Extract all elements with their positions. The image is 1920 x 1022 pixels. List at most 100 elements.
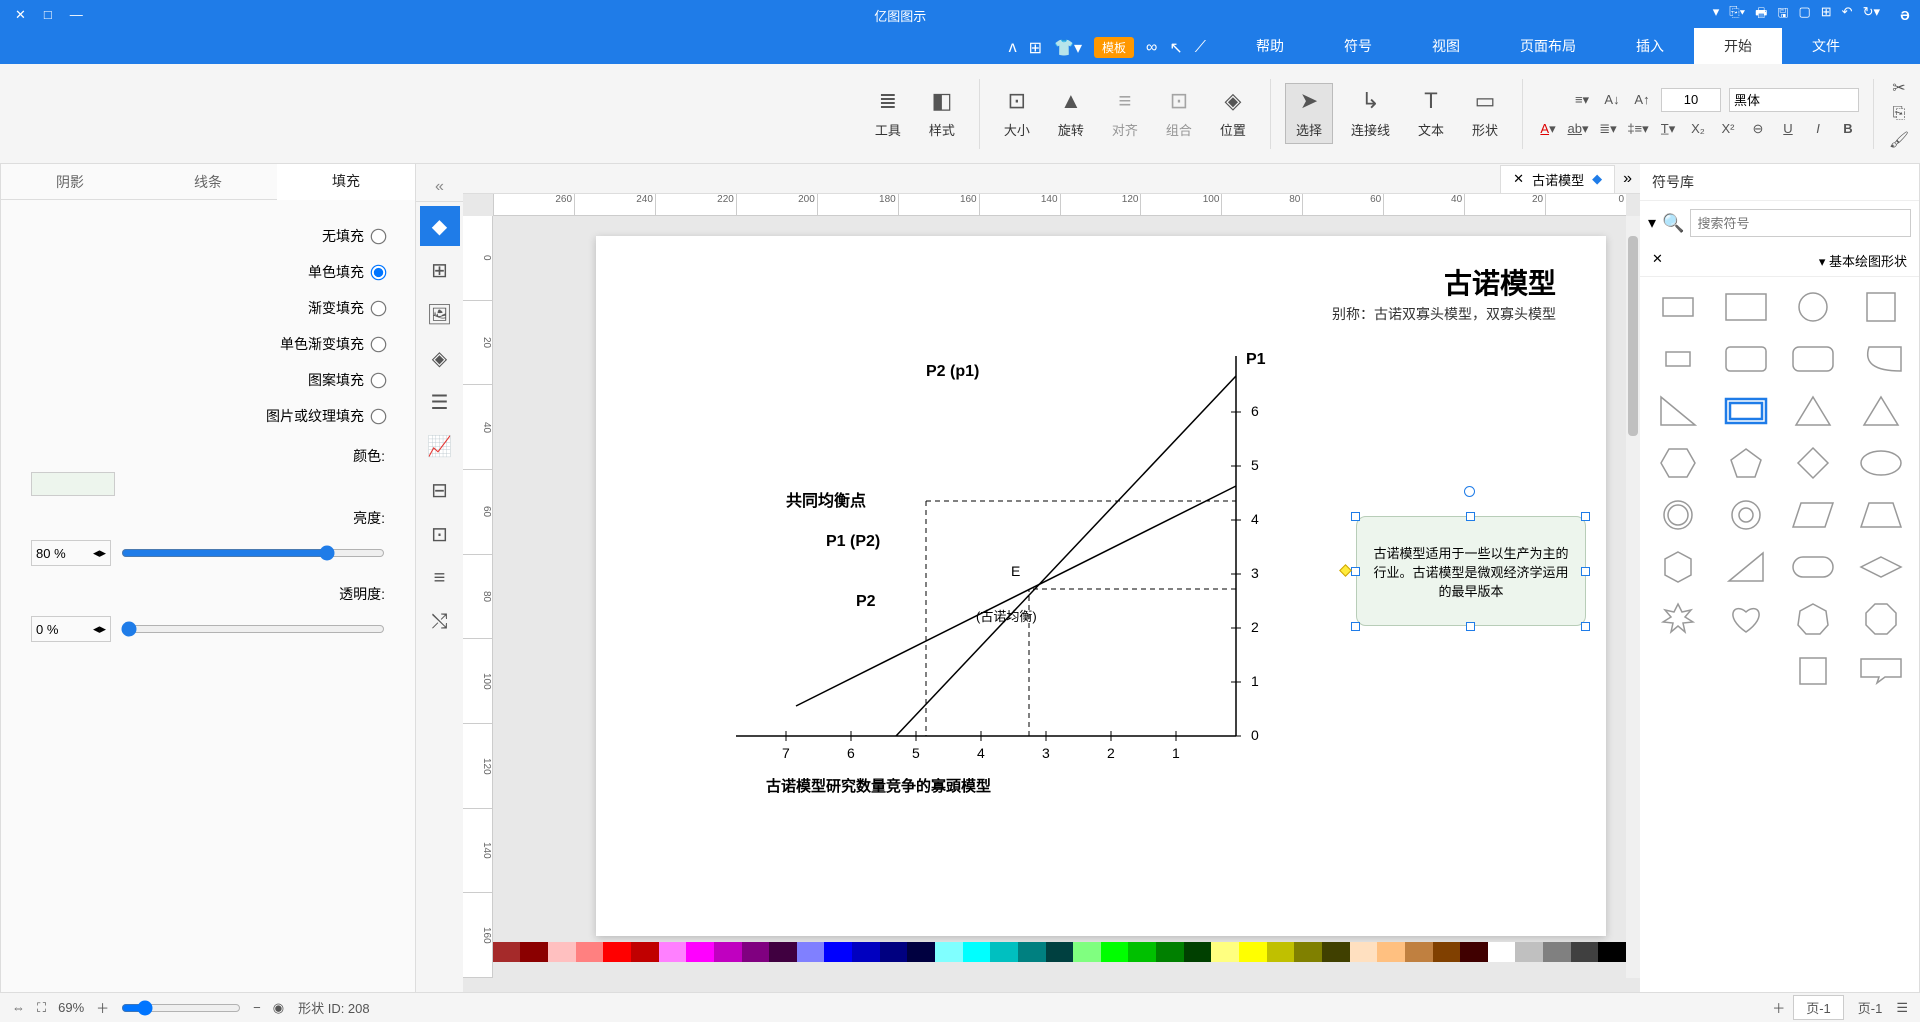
combine-button[interactable]: ⊡组合: [1156, 84, 1202, 143]
line-height-icon[interactable]: ‡≡▾: [1627, 118, 1649, 140]
shape-stadium[interactable]: [1786, 547, 1842, 587]
pointer-icon[interactable]: ↖: [1169, 38, 1182, 58]
resize-handle[interactable]: [1351, 567, 1360, 576]
tab-insert[interactable]: 插入: [1606, 28, 1694, 64]
close-button[interactable]: ✕: [15, 7, 26, 23]
shape-small-rect[interactable]: [1650, 287, 1706, 327]
shape-heart[interactable]: [1718, 599, 1774, 639]
maximize-button[interactable]: □: [44, 7, 52, 23]
size-button[interactable]: ⊡大小: [994, 84, 1040, 143]
color-palette-bar[interactable]: [493, 942, 1626, 962]
rotate-button[interactable]: ▲旋转: [1048, 84, 1094, 143]
shape-triangle2[interactable]: [1786, 391, 1842, 431]
rotate-handle[interactable]: [1464, 486, 1475, 497]
rail-align-icon[interactable]: ≡: [420, 558, 460, 598]
shape-round-rect[interactable]: [1786, 339, 1842, 379]
strike-icon[interactable]: ⊖: [1747, 118, 1769, 140]
note-shape[interactable]: 古诺模型适用于一些以生产为主的行业。古诺模型是微观经济学运用的最早版本: [1356, 516, 1586, 626]
shape-trapezoid[interactable]: [1853, 495, 1909, 535]
resize-handle[interactable]: [1466, 622, 1475, 631]
fill-mono-gradient-radio[interactable]: [371, 336, 387, 352]
shape-button[interactable]: ▭形状: [1462, 84, 1508, 143]
shape-square[interactable]: [1853, 287, 1909, 327]
qa-new-icon[interactable]: ↻▾: [1863, 4, 1880, 26]
highlight-icon[interactable]: ab▾: [1567, 118, 1589, 140]
fill-color-well[interactable]: [31, 472, 115, 496]
fill-picture-radio[interactable]: [371, 408, 387, 424]
play-icon[interactable]: ◉: [273, 1000, 284, 1016]
shape-circle[interactable]: [1786, 287, 1842, 327]
text-button[interactable]: T文本: [1408, 84, 1454, 143]
template-badge[interactable]: 模板: [1094, 37, 1134, 58]
case-icon[interactable]: T̲▾: [1657, 118, 1679, 140]
shapes-close-icon[interactable]: ✕: [1652, 251, 1663, 270]
rail-shuffle-icon[interactable]: ⤭: [420, 602, 460, 642]
rail-list-icon[interactable]: ☰: [420, 382, 460, 422]
shape-donut[interactable]: [1718, 495, 1774, 535]
minimize-button[interactable]: —: [70, 7, 83, 23]
superscript-icon[interactable]: X²: [1717, 118, 1739, 140]
tab-file[interactable]: 文件: [1782, 28, 1870, 64]
add-page-icon[interactable]: ＋: [1772, 998, 1785, 1017]
fill-gradient-radio[interactable]: [371, 300, 387, 316]
fill-solid-radio[interactable]: [371, 264, 387, 280]
rail-fill-icon[interactable]: ◆: [420, 206, 460, 246]
document-tab[interactable]: ◆ 古诺模型 ✕: [1500, 165, 1615, 193]
shape-diamond[interactable]: [1786, 443, 1842, 483]
opacity-slider[interactable]: [121, 621, 385, 637]
tab-close-icon[interactable]: ✕: [1513, 171, 1524, 187]
qa-print-icon[interactable]: 🖶: [1755, 4, 1767, 26]
resize-handle[interactable]: [1351, 512, 1360, 521]
shape-round-rect2[interactable]: [1718, 339, 1774, 379]
shape-heptagon[interactable]: [1786, 599, 1842, 639]
zoom-out-icon[interactable]: −: [253, 1000, 261, 1015]
rail-grid-icon[interactable]: ⊞: [420, 250, 460, 290]
format-painter-icon[interactable]: 🖌: [1888, 129, 1910, 151]
adjust-handle[interactable]: [1339, 564, 1352, 577]
shape-ellipse[interactable]: [1853, 443, 1909, 483]
tab-view[interactable]: 视图: [1402, 28, 1490, 64]
qa-save-icon[interactable]: 🖫: [1777, 4, 1788, 26]
link-icon[interactable]: ∞: [1146, 39, 1157, 57]
qa-undo-icon[interactable]: ↶: [1842, 4, 1853, 26]
shape-ring-thin[interactable]: [1650, 495, 1706, 535]
select-button[interactable]: ➤选择: [1285, 83, 1333, 144]
shape-button-rect[interactable]: [1718, 391, 1774, 431]
tools-button[interactable]: ≣工具: [865, 84, 911, 143]
prop-tab-fill[interactable]: 填充: [277, 164, 415, 200]
font-name-select[interactable]: [1729, 88, 1859, 112]
copy-icon[interactable]: ⎘: [1888, 103, 1910, 125]
tab-start[interactable]: 开始: [1694, 28, 1782, 64]
shape-pentagon[interactable]: [1718, 443, 1774, 483]
qa-redo-icon[interactable]: ⊞: [1821, 4, 1832, 26]
prop-tab-line[interactable]: 线条: [139, 164, 277, 199]
search-icon[interactable]: 🔍: [1662, 213, 1684, 234]
select-tool-icon[interactable]: ⟋: [1195, 39, 1206, 57]
vertical-scrollbar[interactable]: [1626, 216, 1640, 978]
resize-handle[interactable]: [1351, 622, 1360, 631]
brightness-spinner[interactable]: 80 %◂▸: [31, 540, 111, 566]
connector-button[interactable]: ↳连接线: [1341, 84, 1400, 143]
shirt-icon[interactable]: 👕▾: [1054, 38, 1082, 58]
fit-width-icon[interactable]: ⇔: [12, 1000, 25, 1015]
style-button[interactable]: ◧样式: [919, 84, 965, 143]
shape-callout[interactable]: [1853, 651, 1909, 691]
resize-handle[interactable]: [1581, 512, 1590, 521]
qa-open-icon[interactable]: ▢: [1798, 4, 1810, 26]
tab-help[interactable]: 帮助: [1226, 28, 1314, 64]
rail-image-icon[interactable]: 🖼: [420, 294, 460, 334]
subscript-icon[interactable]: X₂: [1687, 118, 1709, 140]
opacity-spinner[interactable]: 0 %◂▸: [31, 616, 111, 642]
shape-burst[interactable]: [1650, 599, 1706, 639]
tab-layout[interactable]: 页面布局: [1490, 28, 1606, 64]
underline-icon[interactable]: U: [1777, 118, 1799, 140]
shape-triangle[interactable]: [1853, 391, 1909, 431]
collapse-ribbon-icon[interactable]: ʌ: [1009, 39, 1017, 57]
shape-parallelogram[interactable]: [1786, 495, 1842, 535]
resize-handle[interactable]: [1466, 512, 1475, 521]
prop-tab-shadow[interactable]: 阴影: [1, 164, 139, 199]
bold-icon[interactable]: B: [1837, 118, 1859, 140]
decrease-font-icon[interactable]: A↓: [1601, 89, 1623, 111]
zoom-in-icon[interactable]: ＋: [96, 998, 109, 1017]
shape-hexagon[interactable]: [1650, 443, 1706, 483]
